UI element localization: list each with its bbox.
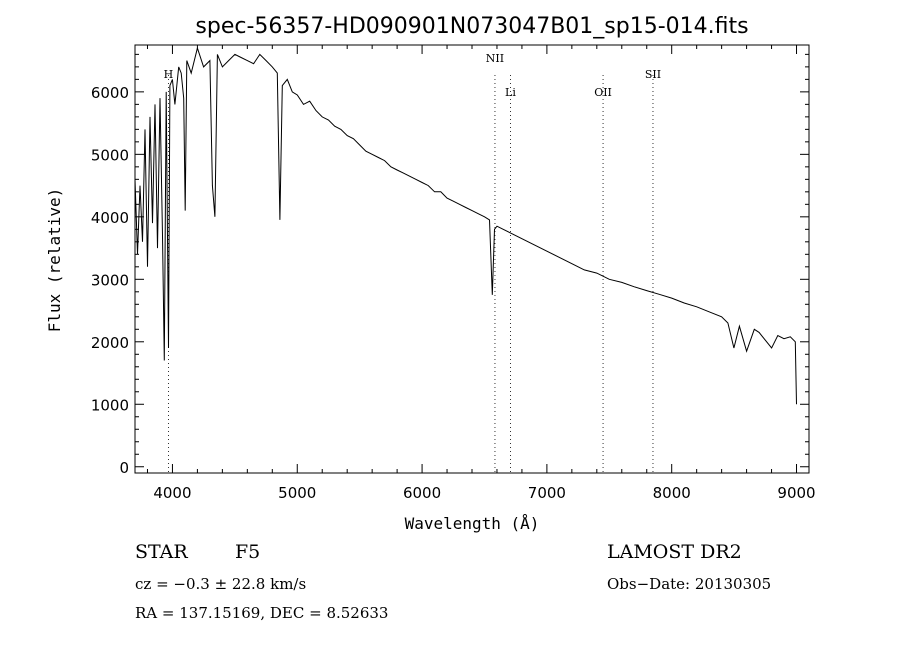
line-marker-label: H	[164, 68, 174, 81]
y-tick-label: 0	[119, 459, 129, 477]
observation-date: Obs−Date: 20130305	[607, 575, 772, 593]
spectral-line-markers: H NII Li OII SII	[164, 52, 661, 473]
x-tick-label: 6000	[403, 484, 441, 502]
x-tick-label: 9000	[777, 484, 815, 502]
x-tick-label: 5000	[278, 484, 316, 502]
y-tick-label: 5000	[91, 146, 129, 164]
x-tick-label: 7000	[528, 484, 566, 502]
axis-ticks: 4000 5000 6000 7000 8000 9000 0 1000 2000 3000 400…	[91, 45, 816, 502]
spectrum-line	[134, 46, 797, 405]
line-marker-label: NII	[486, 52, 504, 65]
x-axis-label: Wavelength (Å)	[405, 514, 540, 533]
object-class: STAR	[135, 541, 188, 563]
line-marker-label: Li	[505, 86, 516, 99]
y-tick-label: 1000	[91, 396, 129, 414]
redshift-cz: cz = −0.3 ± 22.8 km/s	[135, 575, 307, 593]
coordinates: RA = 137.15169, DEC = 8.52633	[135, 604, 389, 622]
y-axis-label: Flux (relative)	[45, 188, 64, 333]
object-subclass: F5	[235, 541, 261, 563]
chart-title: spec-56357-HD090901N073047B01_sp15-014.f…	[195, 14, 748, 39]
y-tick-label: 2000	[91, 334, 129, 352]
y-tick-label: 3000	[91, 271, 129, 289]
spectrum-chart: spec-56357-HD090901N073047B01_sp15-014.f…	[45, 14, 816, 533]
x-tick-label: 4000	[153, 484, 191, 502]
survey-name: LAMOST DR2	[607, 541, 742, 563]
plot-frame	[134, 44, 810, 474]
line-marker-label: SII	[645, 68, 661, 81]
y-tick-label: 4000	[91, 209, 129, 227]
line-marker-label: OII	[594, 86, 612, 99]
y-tick-label: 6000	[91, 84, 129, 102]
x-tick-label: 8000	[653, 484, 691, 502]
